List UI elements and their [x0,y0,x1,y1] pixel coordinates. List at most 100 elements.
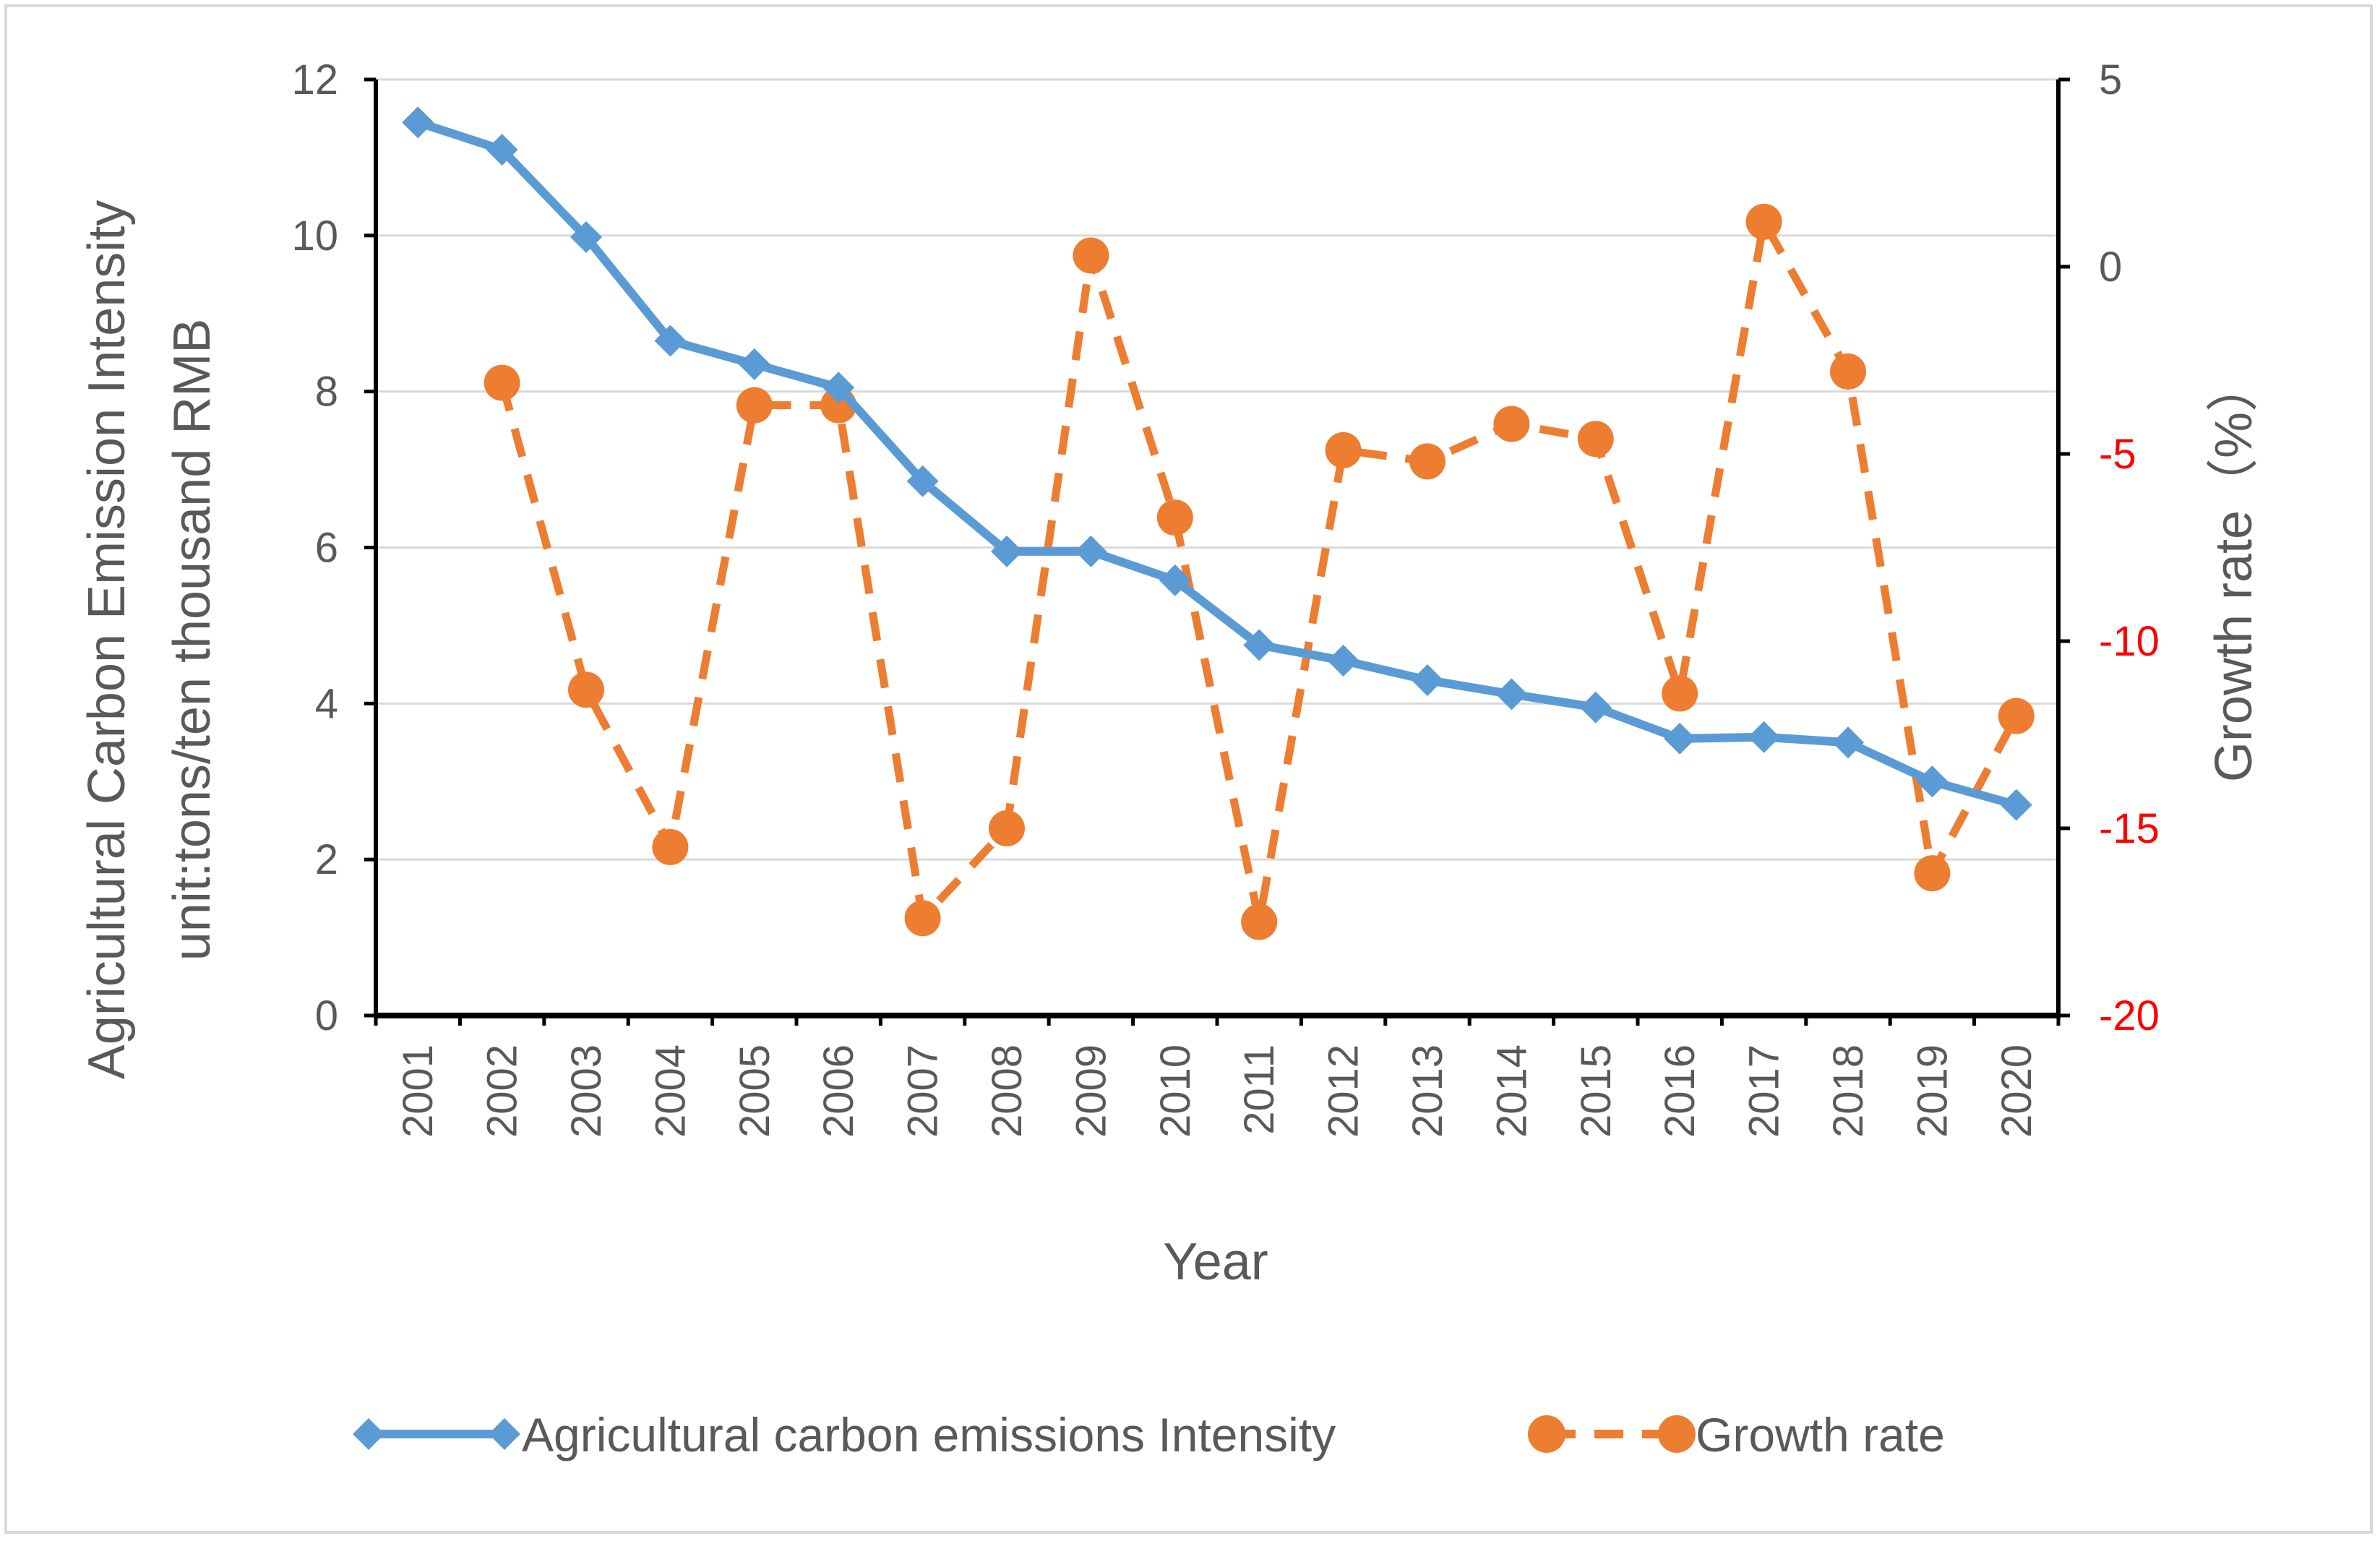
growth-point-2017 [1745,203,1782,240]
legend-growth-marker-right [1658,1415,1696,1453]
left-tick-label-8: 8 [315,369,338,416]
x-tick-label-2015: 2015 [1573,1044,1620,1138]
x-tick-group-2006: 2006 [815,1044,862,1138]
x-axis-title: Year [1163,1233,1268,1291]
x-tick-label-2007: 2007 [900,1044,947,1138]
x-tick-label-2019: 2019 [1909,1044,1956,1138]
intensity-point-2010 [1159,564,1191,596]
legend-growth-label: Growth rate [1696,1408,1945,1461]
growth-point-2014 [1493,405,1530,442]
growth-point-2002 [484,364,520,401]
x-tick-label-2010: 2010 [1152,1044,1199,1138]
growth-point-2011 [1241,903,1278,940]
right-tick-label--5: -5 [2099,431,2136,478]
x-tick-group-2002: 2002 [479,1044,526,1138]
intensity-point-2003 [570,220,602,253]
x-tick-label-2013: 2013 [1404,1044,1451,1138]
growth-point-2004 [652,828,689,865]
x-tick-label-2020: 2020 [1993,1044,2040,1138]
x-tick-group-2010: 2010 [1152,1044,1199,1138]
left-tick-label-2: 2 [315,836,338,883]
right-tick-label--15: -15 [2099,805,2160,852]
legend: Agricultural carbon emissions Intensity … [353,1408,1945,1461]
x-tick-label-2001: 2001 [395,1044,442,1138]
intensity-point-2016 [1664,722,1696,755]
right-tick-label--10: -10 [2099,618,2160,665]
x-tick-group-2020: 2020 [1993,1044,2040,1138]
intensity-point-2019 [1916,765,1949,798]
legend-intensity-marker-left [353,1418,385,1450]
growth-point-2015 [1577,421,1614,458]
legend-item-intensity: Agricultural carbon emissions Intensity [353,1408,1336,1461]
growth-point-2007 [904,900,941,937]
intensity-point-2004 [654,325,687,357]
right-tick-label--20: -20 [2099,992,2160,1039]
growth-point-2003 [568,671,604,708]
x-tick-group-2012: 2012 [1320,1044,1367,1138]
intensity-point-2017 [1748,721,1780,753]
series-growth-line [498,218,2020,926]
intensity-point-2002 [486,134,518,166]
left-tick-label-6: 6 [315,525,338,572]
x-axis-ticks: 2001 2002 2003 2004 2005 2006 2007 2008 2009 2010… [374,1016,2061,1138]
intensity-point-2008 [991,535,1023,567]
x-tick-label-2017: 2017 [1741,1044,1788,1138]
left-tick-label-4: 4 [315,680,338,727]
growth-point-2009 [1073,237,1109,274]
x-tick-label-2004: 2004 [647,1044,694,1138]
x-tick-label-2008: 2008 [984,1044,1031,1138]
gridlines [376,78,2058,861]
right-axis-ticks: -20 -15 -10 -5 0 5 [2058,56,2160,1039]
x-tick-group-2019: 2019 [1909,1044,1956,1138]
growth-point-2018 [1830,353,1866,390]
left-tick-label-10: 10 [291,213,338,259]
intensity-point-2011 [1243,629,1276,661]
x-tick-group-2015: 2015 [1573,1044,1620,1138]
left-axis-title-line2: unit:tons/ten thousand RMB [163,319,221,961]
intensity-point-2007 [906,465,939,497]
x-tick-label-2014: 2014 [1488,1044,1535,1138]
legend-growth-marker-left [1528,1415,1565,1453]
growth-point-2016 [1662,675,1698,712]
x-tick-label-2012: 2012 [1320,1044,1367,1138]
growth-point-2020 [1998,697,2035,734]
intensity-point-2012 [1327,644,1359,677]
x-tick-group-2003: 2003 [563,1044,610,1138]
series [402,106,2035,940]
legend-intensity-marker-right [489,1418,520,1450]
left-tick-label-12: 12 [291,56,338,103]
left-axis-title-line1: Agricultural Carbon Emission Intensity [78,200,136,1080]
x-tick-label-2018: 2018 [1825,1044,1872,1138]
x-tick-group-2005: 2005 [731,1044,778,1138]
intensity-point-2018 [1832,726,1864,759]
growth-point-2005 [736,387,773,424]
intensity-point-2009 [1075,535,1107,567]
right-axis-title: Growth rate（%） [2205,360,2263,782]
intensity-point-2001 [402,106,434,139]
growth-point-2012 [1325,432,1362,468]
legend-intensity-label: Agricultural carbon emissions Intensity [522,1408,1336,1461]
growth-point-2008 [989,810,1025,846]
intensity-point-2006 [822,372,855,404]
x-tick-group-2017: 2017 [1741,1044,1788,1138]
intensity-point-2020 [2000,789,2032,821]
right-tick-label-0: 0 [2099,244,2122,291]
x-tick-label-2006: 2006 [815,1044,862,1138]
x-tick-group-2009: 2009 [1067,1044,1114,1138]
x-tick-group-2004: 2004 [647,1044,694,1138]
x-tick-group-2007: 2007 [900,1044,947,1138]
right-tick-label-5: 5 [2099,56,2122,103]
x-tick-group-2008: 2008 [984,1044,1031,1138]
intensity-point-2015 [1579,691,1612,724]
x-tick-group-2001: 2001 [395,1044,442,1138]
x-tick-group-2018: 2018 [1825,1044,1872,1138]
growth-point-2010 [1156,499,1193,536]
intensity-point-2014 [1495,678,1528,711]
legend-item-growth: Growth rate [1528,1408,1945,1461]
x-tick-group-2014: 2014 [1488,1044,1535,1138]
x-tick-group-2013: 2013 [1404,1044,1451,1138]
x-tick-label-2011: 2011 [1236,1044,1283,1135]
left-axis-ticks: 0 2 4 6 8 10 12 [291,56,376,1039]
intensity-point-2005 [738,348,770,380]
